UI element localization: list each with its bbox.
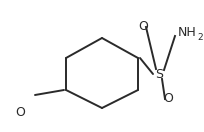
Text: S: S <box>155 67 163 81</box>
Text: 2: 2 <box>197 34 203 43</box>
Text: O: O <box>138 20 148 34</box>
Text: O: O <box>15 105 25 119</box>
Text: NH: NH <box>178 25 197 39</box>
Text: O: O <box>163 93 173 105</box>
